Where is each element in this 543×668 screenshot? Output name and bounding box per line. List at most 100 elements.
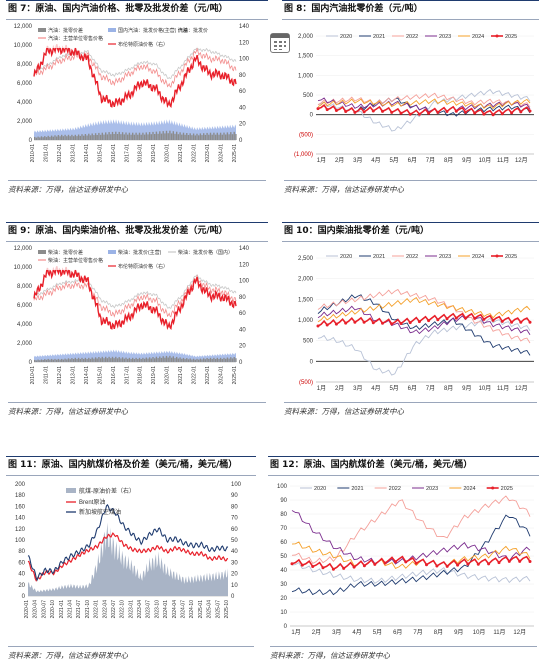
- fig7-wholesale-spread-bar: [94, 133, 97, 140]
- fig7-wholesale-spread-bar: [192, 133, 195, 140]
- fig11-y2-tick: 10: [231, 583, 238, 589]
- fig7-wholesale-spread-bar: [105, 132, 107, 140]
- fig7-wholesale-spread-bar: [194, 135, 196, 140]
- fig9-wholesale-spread-bar: [79, 359, 81, 362]
- fig12-x-tick: 8月: [434, 629, 443, 636]
- figure-8-source: 资料来源：万得，信达证券研发中心: [284, 180, 537, 195]
- fig7-wholesale-spread-bar: [199, 133, 202, 140]
- fig10-x-tick: 5月: [389, 385, 398, 392]
- fig10-series-2025-marker: [381, 321, 384, 325]
- fig9-spread-area: [34, 349, 236, 362]
- fig10-series-2025-marker: [473, 316, 477, 320]
- fig9-wholesale-spread-bar: [181, 358, 183, 362]
- figure-10-title: 图 10：国内柴油批零价差（元/吨）: [282, 222, 539, 242]
- fig8-series-2025-marker: [362, 110, 366, 114]
- fig7-wholesale-spread-bar: [40, 136, 43, 140]
- fig9-wholesale-spread-bar: [228, 358, 230, 362]
- fig8-series-2025-marker: [510, 111, 514, 115]
- fig8-x-tick: 10月: [479, 157, 492, 164]
- fig10-series-2025-marker: [371, 321, 375, 325]
- fig9-retail-line: [33, 273, 237, 309]
- fig8-legend-label: 2022: [406, 34, 418, 40]
- fig12-series-2020: [291, 561, 531, 584]
- fig7-wholesale-spread-bar: [150, 134, 152, 140]
- figure-9-chart: 0 2,000 4,000 6,000 8,000 10,000 12,000 0 20 40 60…: [14, 246, 250, 385]
- fig11-x-tick: 2025-01: [198, 600, 204, 619]
- fig9-wholesale-spread-bar: [57, 358, 60, 362]
- fig9-wholesale-spread-bar: [213, 357, 215, 362]
- fig9-wholesale-spread-bar: [110, 358, 112, 362]
- fig8-series-2025-marker: [454, 109, 458, 113]
- fig11-y-tick: 40: [18, 572, 25, 578]
- fig9-wholesale-spread-bar: [130, 359, 132, 362]
- fig12-series-2025-marker: [394, 560, 397, 564]
- fig9-wholesale-spread-bar: [91, 357, 93, 362]
- fig11-y-tick: 0: [22, 594, 26, 600]
- fig8-series-2025-marker: [436, 110, 440, 114]
- calendar-icon[interactable]: [270, 33, 290, 53]
- fig7-y-tick: 6,000: [17, 81, 33, 87]
- fig9-wholesale-spread-bar: [219, 357, 222, 362]
- fig9-wholesale-spread-bar: [56, 359, 58, 362]
- fig7-wholesale-spread-bar: [64, 134, 66, 140]
- fig9-wholesale-spread-bar: [187, 359, 190, 362]
- fig10-series-2025: [317, 312, 531, 327]
- fig11-x-tick: 2024-10: [189, 600, 195, 619]
- figure-8-chart: (1,000) (500) 0 500 1,000 1,500 2,000 1月 2月 3月 4月 5…: [294, 34, 534, 164]
- fig9-wholesale-spread-bar: [39, 360, 41, 362]
- fig10-legend-label: 2022: [406, 254, 418, 260]
- fig10-series-2025-marker: [454, 316, 458, 320]
- figure-9-panel: 图 9：原油、国内柴油价格、批零及批发价差（元/吨） 0 2,000 4,000 6,…: [6, 222, 268, 420]
- figure-11-panel: 图 11：原油、国内航煤价格及价差（美元/桶，美元/桶） 0 20 40 60 80 10…: [6, 456, 256, 666]
- fig10-series-2025-marker: [500, 319, 504, 323]
- fig9-wholesale-spread-bar: [123, 358, 125, 362]
- fig7-wholesale-line: [33, 47, 237, 88]
- fig12-x-tick: 7月: [413, 629, 422, 636]
- fig9-wholesale-spread-bar: [225, 358, 227, 362]
- fig8-x-tick: 5月: [389, 157, 398, 164]
- fig12-y-tick: 100: [277, 484, 288, 490]
- fig7-x-tick: 2022-01: [192, 144, 198, 163]
- fig9-wholesale-spread-bar: [115, 356, 117, 362]
- fig8-series-2025-marker: [445, 110, 449, 113]
- fig7-wholesale-spread-bar: [93, 135, 95, 140]
- fig7-wholesale-spread-bar: [196, 133, 198, 140]
- fig10-legend-label: 2020: [340, 254, 352, 260]
- fig9-wholesale-spread-bar: [145, 357, 147, 362]
- fig7-wholesale-spread-bar: [120, 134, 122, 140]
- fig7-wholesale-spread-bar: [103, 134, 105, 140]
- fig10-series-2025-marker: [325, 323, 329, 327]
- fig7-wholesale-spread-bar: [45, 137, 48, 140]
- fig7-wholesale-spread-bar: [213, 132, 215, 140]
- fig7-x-tick: 2013-01: [70, 144, 76, 163]
- fig9-x-tick: 2010-01: [30, 366, 36, 385]
- fig9-y2-tick: 20: [239, 344, 246, 350]
- fig7-y2-tick: 0: [239, 138, 243, 144]
- fig12-series-2023: [291, 510, 531, 565]
- fig12-y-tick: 20: [280, 596, 287, 602]
- fig7-wholesale-spread-bar: [159, 131, 161, 140]
- fig7-wholesale-spread-bar: [57, 135, 60, 140]
- fig7-wholesale-spread-bar: [186, 133, 188, 140]
- fig7-wholesale-spread-bar: [230, 132, 232, 140]
- fig7-x-tick: 2020-01: [165, 144, 171, 163]
- fig10-y-tick: 500: [303, 339, 314, 345]
- fig7-wholesale-spread-bar: [54, 135, 56, 140]
- fig7-x-tick: 2010-01: [30, 144, 36, 163]
- fig12-series-2025-marker: [352, 565, 356, 569]
- fig9-x-tick: 2021-01: [178, 366, 184, 385]
- fig7-wholesale-spread-bar: [49, 136, 51, 140]
- fig9-wholesale-spread-bar: [101, 356, 103, 362]
- fig10-series-2025-marker: [399, 322, 403, 325]
- fig7-legend-label: 汽油：主营单位零售价格: [48, 35, 103, 42]
- fig10-x-tick: 7月: [426, 385, 435, 392]
- fig12-series-2025-marker: [445, 564, 449, 568]
- fig9-wholesale-spread-bar: [147, 358, 149, 362]
- fig11-y-tick: 140: [15, 516, 26, 522]
- fig10-x-tick: 3月: [353, 385, 362, 392]
- fig7-wholesale-spread-bar: [135, 132, 137, 140]
- fig12-y-tick: 30: [280, 582, 287, 588]
- fig11-x-tick: 2020-07: [41, 600, 47, 619]
- fig12-series-2025-marker: [487, 562, 491, 566]
- fig9-wholesale-spread-bar: [106, 358, 109, 362]
